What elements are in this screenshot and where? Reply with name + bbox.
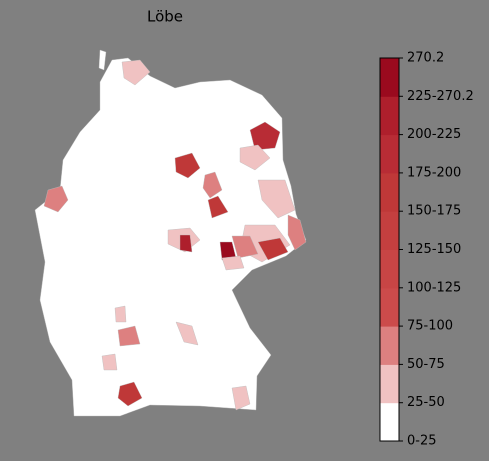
region-patch	[121, 59, 151, 86]
colorbar-segment	[380, 58, 399, 97]
region-patch	[231, 385, 251, 411]
region-patch	[43, 185, 69, 213]
colorbar-label: 0-25	[407, 434, 437, 449]
region-patch	[117, 325, 141, 347]
colorbar-label: 225-270.2	[407, 89, 474, 104]
colorbar-label: 100-125	[407, 280, 461, 295]
colorbar-label: 75-100	[407, 319, 453, 334]
colorbar-segment	[380, 326, 399, 365]
region-patch	[117, 381, 143, 407]
region-patch	[231, 235, 259, 259]
colorbar-segment	[380, 249, 399, 289]
colorbar-segment	[380, 211, 399, 250]
region-patch	[202, 171, 223, 199]
region-patch	[257, 237, 289, 261]
colorbar-label: 50-75	[407, 357, 445, 372]
colorbar-segment	[380, 364, 399, 404]
germany-map	[34, 49, 307, 417]
colorbar: 0-25 25-50 50-75 75-100 100-125 125-150 150-17…	[379, 51, 474, 449]
colorbar-label: 200-225	[407, 127, 461, 142]
region-patch	[101, 353, 118, 371]
region-patch	[221, 255, 245, 271]
colorbar-label: 270.2	[407, 51, 444, 66]
colorbar-segment	[380, 134, 399, 174]
region-patch	[287, 214, 307, 251]
colorbar-label: 175-200	[407, 165, 461, 180]
region-patch	[175, 321, 199, 346]
region-patch	[239, 144, 271, 171]
map-title: Löbe	[147, 8, 183, 26]
region-patch	[174, 152, 201, 179]
colorbar-segment	[380, 96, 399, 136]
region-patch	[207, 195, 229, 219]
colorbar-label: 25-50	[407, 395, 445, 410]
region-patch	[114, 305, 127, 323]
colorbar-label: 150-175	[407, 204, 461, 219]
colorbar-segment	[380, 172, 399, 212]
colorbar-segment	[380, 402, 399, 442]
region-patch	[179, 234, 193, 253]
island	[98, 49, 107, 71]
colorbar-segment	[380, 287, 399, 327]
colorbar-label: 125-150	[407, 242, 461, 257]
region-patch	[257, 179, 296, 219]
